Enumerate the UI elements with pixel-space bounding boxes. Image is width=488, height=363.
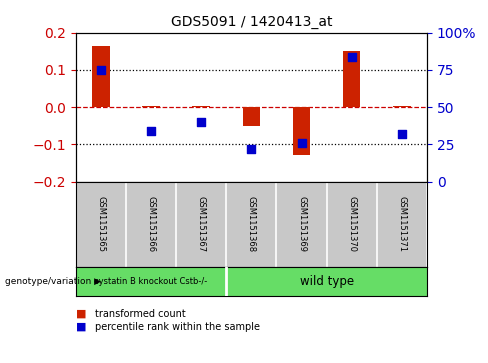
Point	[197, 119, 205, 125]
Text: GSM1151369: GSM1151369	[297, 196, 306, 252]
Text: GSM1151366: GSM1151366	[146, 196, 156, 252]
Text: wild type: wild type	[300, 275, 354, 288]
Point	[247, 146, 255, 152]
Point	[298, 140, 305, 146]
Bar	[226, 267, 427, 296]
Text: GSM1151370: GSM1151370	[347, 196, 356, 252]
Bar	[76, 267, 226, 296]
Text: GSM1151365: GSM1151365	[96, 196, 105, 252]
Bar	[142, 106, 160, 107]
Text: ■: ■	[76, 309, 86, 319]
Text: transformed count: transformed count	[95, 309, 186, 319]
Text: percentile rank within the sample: percentile rank within the sample	[95, 322, 260, 332]
Text: ■: ■	[76, 322, 86, 332]
Bar	[92, 46, 109, 107]
Text: genotype/variation ▶: genotype/variation ▶	[5, 277, 101, 286]
Text: GSM1151368: GSM1151368	[247, 196, 256, 252]
Point	[97, 66, 104, 72]
Point	[147, 129, 155, 134]
Title: GDS5091 / 1420413_at: GDS5091 / 1420413_at	[171, 15, 332, 29]
Point	[348, 54, 356, 60]
Text: GSM1151371: GSM1151371	[397, 196, 407, 252]
Text: cystatin B knockout Cstb-/-: cystatin B knockout Cstb-/-	[94, 277, 207, 286]
Bar	[393, 106, 411, 107]
Point	[398, 131, 406, 137]
Bar	[293, 107, 310, 155]
Text: GSM1151367: GSM1151367	[197, 196, 205, 252]
Bar	[192, 106, 210, 107]
Bar	[343, 51, 361, 107]
Bar	[243, 107, 260, 126]
